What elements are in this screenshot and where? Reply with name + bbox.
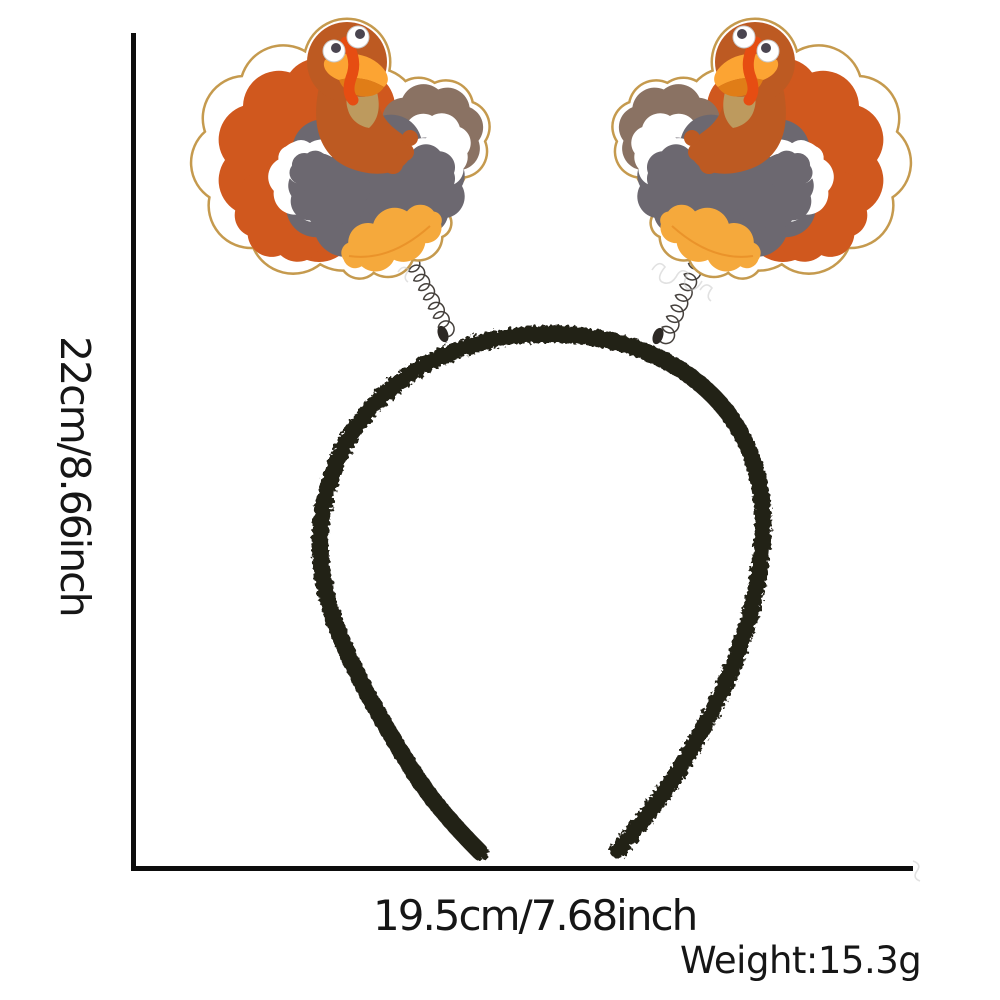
headband-band bbox=[311, 325, 772, 861]
width-label: 19.5cm/7.68inch bbox=[373, 891, 698, 940]
turkey-bopper-left bbox=[189, 17, 491, 280]
width-dimension-line bbox=[131, 866, 913, 871]
watermark-squiggles bbox=[397, 262, 921, 882]
height-dimension-line bbox=[131, 33, 136, 871]
spring-left bbox=[403, 255, 455, 338]
weight-label: Weight:15.3g bbox=[680, 939, 922, 982]
googly-eyes bbox=[322, 25, 370, 63]
turkey-bopper-right bbox=[614, 20, 910, 277]
spring-clips bbox=[437, 325, 664, 345]
